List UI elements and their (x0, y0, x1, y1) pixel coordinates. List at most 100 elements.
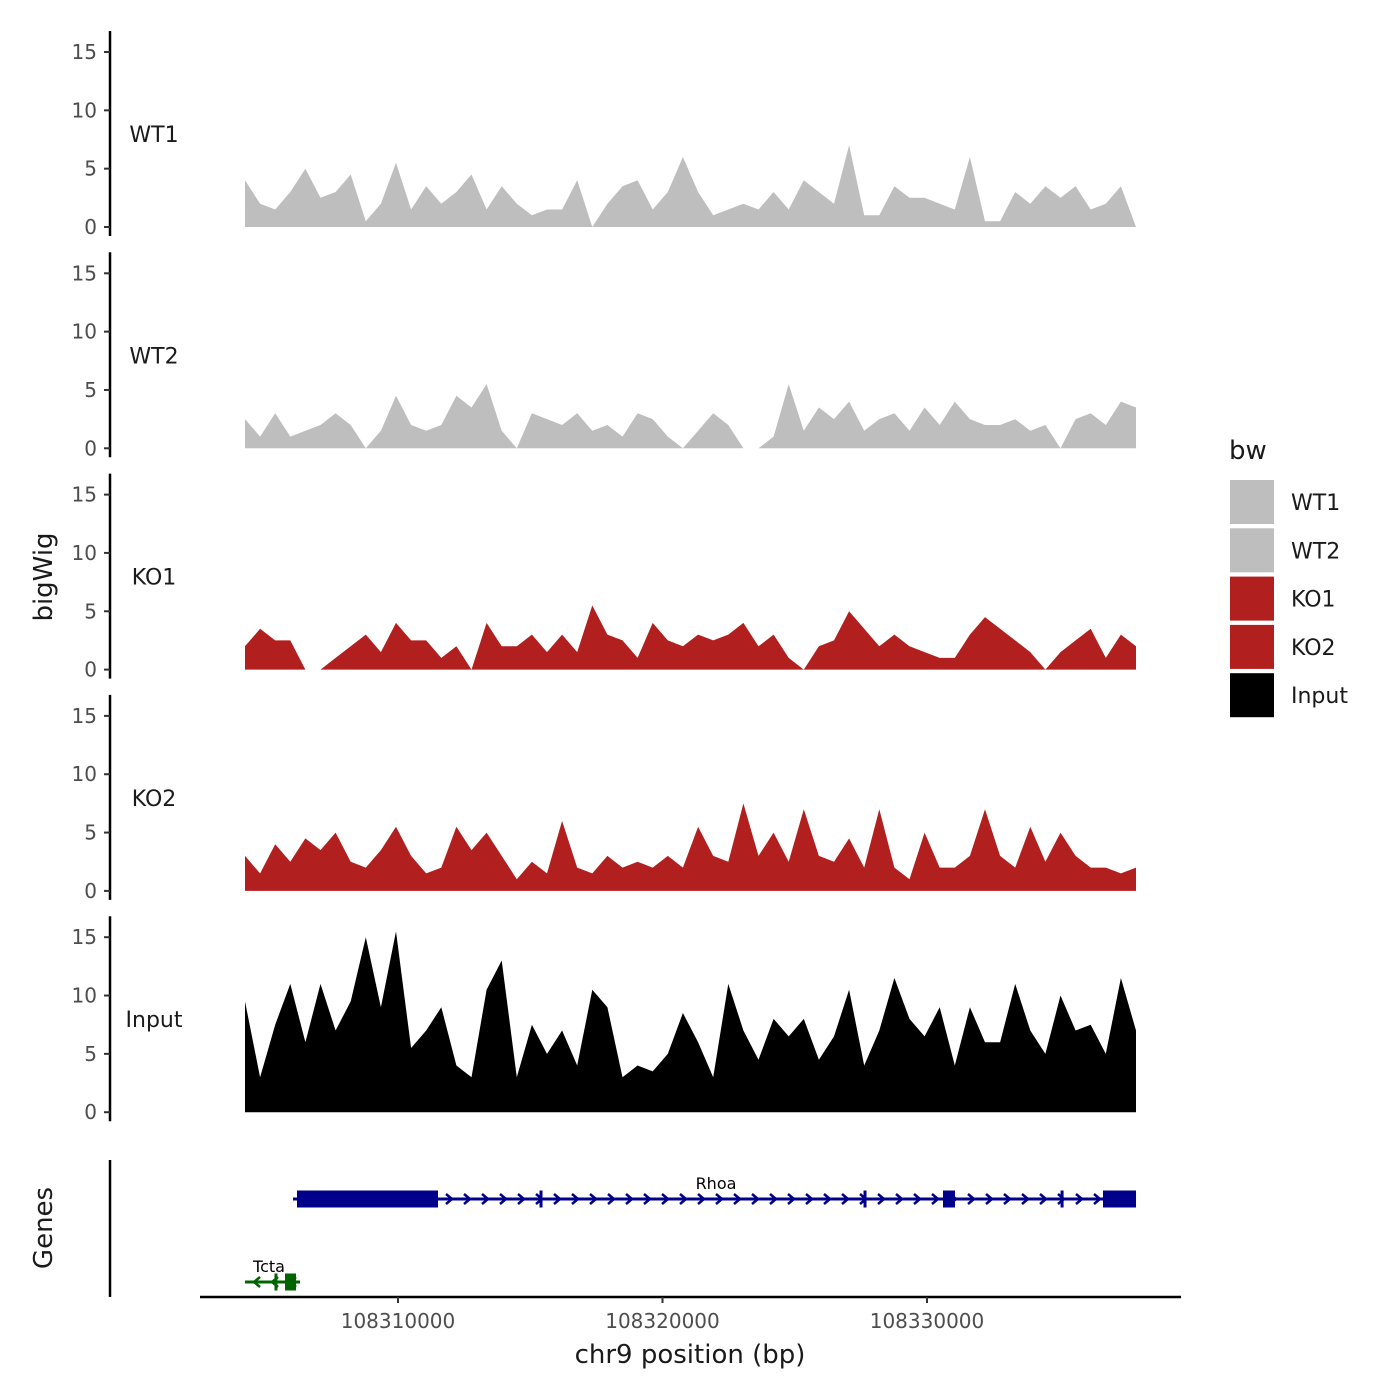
strand-arrow-icon (1075, 1193, 1084, 1205)
y-tick-label: 5 (84, 378, 97, 402)
strand-arrow-icon (931, 1193, 940, 1205)
y-tick-label: 5 (84, 157, 97, 181)
track-label: Input (126, 1008, 183, 1033)
strand-arrow-icon (913, 1193, 922, 1205)
y-tick-label: 10 (72, 98, 97, 122)
exon (296, 1190, 438, 1208)
strand-arrow-icon (643, 1193, 652, 1205)
legend-key-ko1 (1230, 576, 1274, 621)
exon (863, 1190, 867, 1208)
exon (1102, 1190, 1137, 1208)
signal-area-input (244, 931, 1137, 1113)
strand-arrow-icon (1057, 1193, 1066, 1205)
exon (285, 1273, 297, 1291)
gene-label: Tcta (252, 1257, 285, 1276)
exon (1060, 1190, 1064, 1208)
track-label: WT1 (129, 123, 178, 148)
strand-arrow-icon (571, 1193, 580, 1205)
track-label: KO1 (132, 566, 177, 591)
legend-title: bw (1229, 436, 1267, 466)
y-tick-label: 5 (84, 1042, 97, 1066)
signal-area-wt2 (244, 384, 1137, 449)
y-tick-label: 0 (84, 1100, 97, 1124)
strand-arrow-icon (1021, 1193, 1030, 1205)
legend-label: WT1 (1291, 491, 1340, 516)
strand-arrow-icon (877, 1193, 886, 1205)
y-tick-label: 10 (72, 320, 97, 344)
legend-label: KO1 (1291, 588, 1336, 613)
strand-arrow-icon (445, 1193, 454, 1205)
y-tick-label: 15 (72, 925, 97, 949)
strand-arrow-icon (481, 1193, 490, 1205)
strand-arrow-icon (1003, 1193, 1012, 1205)
legend-key-input (1230, 673, 1274, 718)
y-tick-label: 5 (84, 821, 97, 845)
gene-rhoa: Rhoa (292, 1174, 1137, 1208)
strand-arrow-icon (715, 1193, 724, 1205)
signal-area-wt1 (244, 145, 1137, 227)
strand-arrow-icon (1039, 1193, 1048, 1205)
strand-arrow-icon (733, 1193, 742, 1205)
legend-key-ko2 (1230, 624, 1274, 669)
y-tick-label: 10 (72, 762, 97, 786)
strand-arrow-icon (787, 1193, 796, 1205)
y-tick-label: 15 (72, 261, 97, 285)
strand-arrow-icon (1093, 1193, 1102, 1205)
y-axis-title: bigWig (29, 532, 59, 621)
strand-arrow-icon (661, 1193, 670, 1205)
x-tick-label: 108330000 (870, 1309, 985, 1333)
y-tick-label: 15 (72, 704, 97, 728)
strand-arrow-icon (517, 1193, 526, 1205)
y-tick-label: 15 (72, 483, 97, 507)
track-ko1: 0 5 10 15 KO1 (72, 473, 1137, 682)
track-label: KO2 (132, 787, 177, 812)
strand-arrow-icon (841, 1193, 850, 1205)
signal-area-ko1 (244, 605, 1137, 670)
strand-arrow-icon (607, 1193, 616, 1205)
x-tick-label: 108310000 (341, 1309, 456, 1333)
track-wt1: 0 5 10 15 WT1 (72, 31, 1137, 239)
exon (943, 1190, 956, 1208)
strand-arrow-icon (967, 1193, 976, 1205)
signal-area-ko2 (244, 803, 1137, 891)
strand-arrow-icon (252, 1276, 261, 1288)
gene-tcta: Tcta (245, 1257, 301, 1291)
legend-label: Input (1291, 684, 1348, 709)
strand-arrow-icon (985, 1193, 994, 1205)
x-tick-label: 108320000 (605, 1309, 720, 1333)
legend-key-wt2 (1230, 528, 1274, 573)
y-tick-label: 0 (84, 658, 97, 682)
strand-arrow-icon (805, 1193, 814, 1205)
y-tick-label: 15 (72, 40, 97, 64)
y-tick-label: 10 (72, 541, 97, 565)
strand-arrow-icon (769, 1193, 778, 1205)
legend-label: KO2 (1291, 636, 1336, 661)
genes-axis-title: Genes (29, 1187, 59, 1269)
y-tick-label: 10 (72, 984, 97, 1008)
track-label: WT2 (129, 344, 178, 369)
x-axis-title: chr9 position (bp) (575, 1340, 806, 1370)
strand-arrow-icon (463, 1193, 472, 1205)
track-input: 0 5 10 15 Input (72, 916, 1137, 1124)
strand-arrow-icon (751, 1193, 760, 1205)
y-tick-label: 0 (84, 879, 97, 903)
strand-arrow-icon (823, 1193, 832, 1205)
legend-label: WT2 (1291, 539, 1340, 564)
strand-arrow-icon (553, 1193, 562, 1205)
y-tick-label: 0 (84, 436, 97, 460)
y-tick-label: 5 (84, 599, 97, 623)
exon (274, 1273, 278, 1291)
strand-arrow-icon (697, 1193, 706, 1205)
strand-arrow-icon (895, 1193, 904, 1205)
legend-key-wt1 (1230, 480, 1274, 524)
gene-label: Rhoa (696, 1174, 737, 1193)
strand-arrow-icon (625, 1193, 634, 1205)
track-ko2: 0 5 10 15 KO2 (72, 694, 1137, 903)
y-tick-label: 0 (84, 215, 97, 239)
track-wt2: 0 5 10 15 WT2 (72, 252, 1137, 460)
legend: bw WT1 WT2 KO1 KO2 Input (1229, 436, 1348, 718)
exon (539, 1190, 543, 1208)
strand-arrow-icon (589, 1193, 598, 1205)
strand-arrow-icon (499, 1193, 508, 1205)
